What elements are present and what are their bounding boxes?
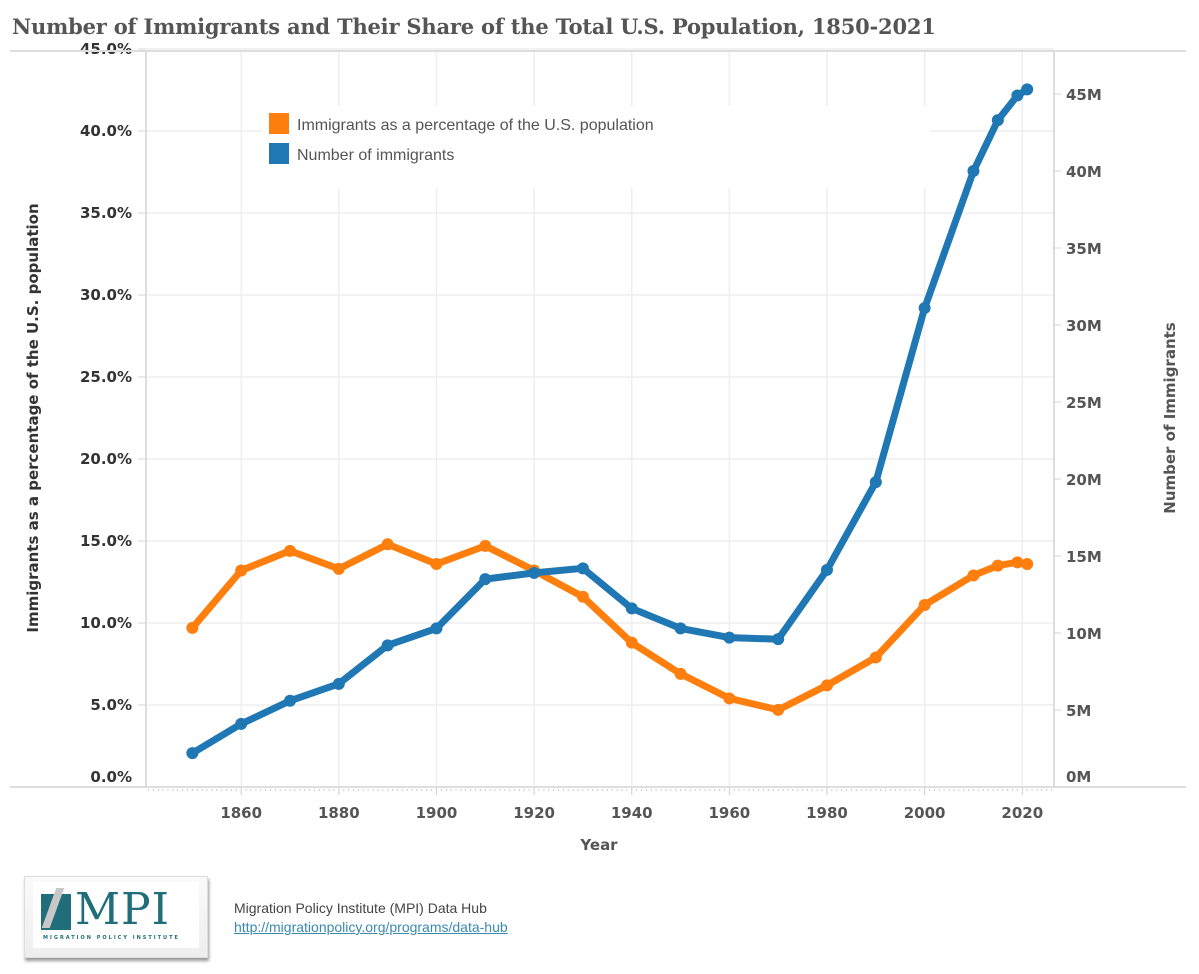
y-right-tick-label: 10M [1066, 625, 1102, 643]
y-right-tick-label: 30M [1066, 317, 1102, 335]
percent-series-point [869, 651, 882, 664]
number-series-point [479, 573, 492, 586]
number-series-point [967, 165, 980, 177]
y-right-tick-label: 40M [1066, 163, 1102, 181]
number-series-point [723, 631, 736, 644]
x-tick-label: 1880 [318, 804, 360, 822]
percent-series-point [1011, 556, 1024, 569]
number-series-point [186, 747, 199, 760]
number-series-point [674, 622, 687, 635]
percent-series-point [625, 636, 638, 649]
series-layer [186, 83, 1034, 760]
percent-series-point [186, 621, 199, 634]
number-series-point [918, 302, 931, 315]
legend-swatch-percent [269, 113, 289, 134]
y-right-tick-label: 15M [1066, 548, 1102, 566]
percent-series-point [284, 544, 297, 557]
y-left-tick-label: 25.0% [80, 368, 132, 386]
number-series-point [821, 563, 833, 576]
percent-series-point [381, 538, 394, 551]
y-right-tick-label: 45M [1066, 86, 1102, 104]
y-left-tick-label: 20.0% [80, 450, 132, 468]
y-right-tick-label: 35M [1066, 240, 1102, 258]
legend-label-percent: Immigrants as a percentage of the U.S. p… [297, 117, 654, 134]
legend-background [262, 106, 930, 188]
x-tick-label: 1900 [416, 804, 458, 822]
y-left-tick-label: 30.0% [80, 286, 132, 304]
chart-canvas: 0.0% 5.0% 10.0% 15.0% 20.0% 25.0% 30.0% 35.0% 40… [10, 40, 1186, 854]
number-series-point [430, 622, 443, 635]
percent-series-point [772, 703, 785, 716]
number-series-point [284, 694, 297, 707]
y-left-tick-label: 0.0% [90, 768, 132, 786]
percent-series-point [430, 557, 443, 570]
y-axis-right-title: Number of Immigrants [1161, 322, 1179, 514]
percent-series-point [235, 564, 248, 577]
y-left-tick-label: 45.0% [80, 40, 132, 58]
number-series-point [528, 566, 541, 579]
source-link[interactable]: http://migrationpolicy.org/programs/data… [234, 919, 508, 935]
x-tick-label: 1980 [806, 804, 848, 822]
percent-series-point [991, 559, 1004, 572]
percent-series-point [674, 667, 687, 680]
x-tick-label: 1860 [220, 804, 262, 822]
x-tick-label: 1940 [611, 804, 653, 822]
percent-series-point [576, 590, 589, 603]
mpi-logo: MPI MIGRATION POLICY INSTITUTE [24, 876, 208, 958]
number-series-point [772, 633, 785, 646]
percent-series-point [821, 679, 833, 692]
y-left-tick-label: 40.0% [80, 122, 132, 140]
percent-series-point [479, 539, 492, 552]
x-tick-label: 2000 [904, 804, 946, 822]
number-series-line [188, 85, 1031, 757]
percent-series-point [723, 692, 736, 705]
legend: Immigrants as a percentage of the U.S. p… [262, 106, 930, 188]
y-right-tick-label: 5M [1066, 702, 1091, 720]
y-right-tick-label: 0M [1066, 768, 1091, 786]
number-series-point [991, 114, 1004, 127]
number-series-point [1021, 83, 1034, 96]
axes: 0.0% 5.0% 10.0% 15.0% 20.0% 25.0% 30.0% 35.0% 40… [10, 40, 1186, 822]
percent-series-point [967, 569, 980, 582]
legend-label-number: Number of immigrants [297, 147, 454, 164]
number-series-point [625, 602, 638, 615]
number-series-point [1011, 89, 1024, 102]
x-axis-title: Year [579, 836, 618, 854]
y-left-tick-label: 10.0% [80, 614, 132, 632]
y-left-tick-label: 35.0% [80, 204, 132, 222]
number-series-point [576, 562, 589, 575]
percent-series-line [188, 540, 1031, 714]
chart-title: Number of Immigrants and Their Share of … [12, 14, 936, 39]
x-tick-label: 2020 [1001, 804, 1043, 822]
x-tick-label: 1920 [513, 804, 555, 822]
x-tick-label: 1960 [708, 804, 750, 822]
number-series-point [869, 476, 882, 489]
y-left-tick-label: 15.0% [80, 532, 132, 550]
number-series-point [235, 717, 248, 730]
percent-series-point [1021, 557, 1034, 570]
logo-text: MPI [75, 884, 171, 935]
y-left-tick-label: 5.0% [90, 696, 132, 714]
number-series-point [381, 639, 394, 652]
y-right-tick-label: 25M [1066, 394, 1102, 412]
y-axis-left-title: Immigrants as a percentage of the U.S. p… [24, 203, 42, 632]
y-right-tick-label: 20M [1066, 471, 1102, 489]
legend-swatch-number [269, 143, 289, 164]
percent-series-point [918, 598, 931, 611]
number-series-point [332, 677, 345, 690]
source-name: Migration Policy Institute (MPI) Data Hu… [234, 900, 487, 916]
logo-subtext: MIGRATION POLICY INSTITUTE [43, 935, 180, 941]
percent-series-point [332, 562, 345, 575]
